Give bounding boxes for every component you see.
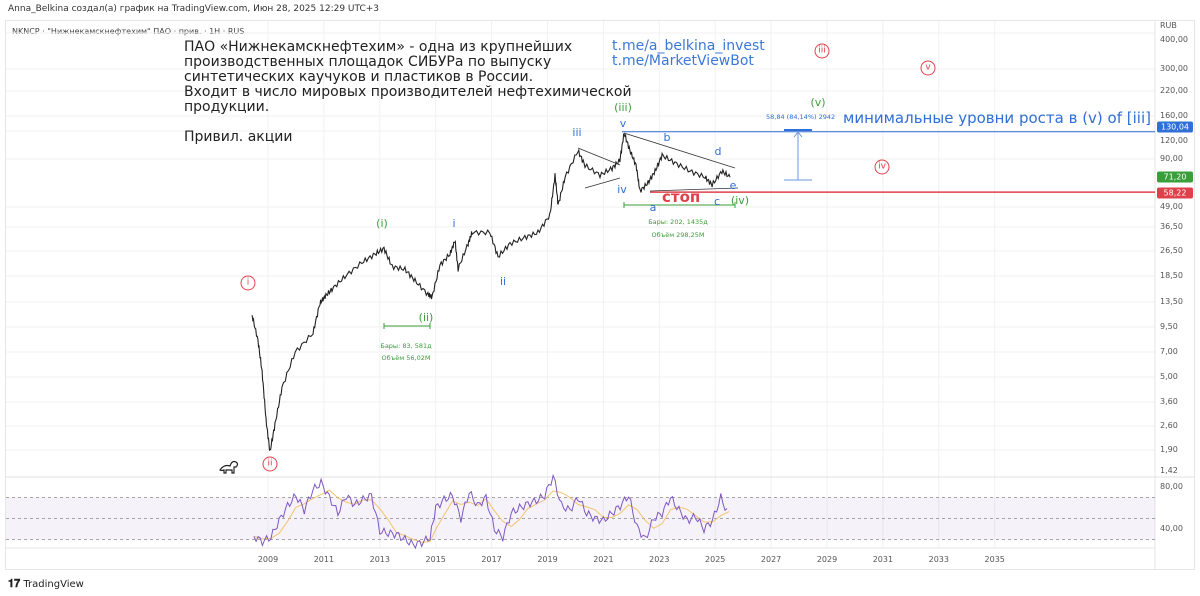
wave-green-v: (v): [810, 96, 826, 109]
range2-volume: Объём 298,25M: [651, 231, 705, 239]
last-price-tag: 71,20: [1157, 171, 1193, 183]
stop-label: стоп: [662, 188, 701, 206]
wave-green-i: (i): [376, 217, 388, 230]
target-note: минимальные уровни роста в (v) of [iii]: [843, 109, 1151, 127]
brand-text: TradingView: [23, 579, 84, 590]
wave-red-iv: iv: [874, 159, 890, 175]
range1-bars: Бары: 83, 581д: [380, 342, 432, 350]
price-tick: 18,50: [1160, 271, 1183, 280]
time-tick: 2031: [872, 555, 894, 564]
time-tick: 2017: [481, 555, 502, 564]
price-tick: 90,00: [1160, 154, 1183, 163]
symbol-legend: NKNCP · "Нижнекамскнефтехим" ПАО · прив.…: [12, 27, 245, 36]
wave-blue-d: d: [714, 145, 722, 158]
price-tick: 220,00: [1160, 86, 1188, 95]
dinosaur-icon: [219, 460, 239, 474]
wave-red-v: v: [920, 60, 936, 76]
target-price-tag: 130,04: [1157, 121, 1193, 133]
price-tick: 1,42: [1160, 466, 1178, 475]
wave-blue-iv: iv: [617, 183, 627, 196]
wave-blue-v: v: [619, 117, 627, 130]
wave-red-ii: ii: [262, 456, 278, 472]
telegram-link-1[interactable]: t.me/a_belkina_invest: [612, 38, 765, 54]
wave-green-iii: (iii): [614, 101, 632, 114]
time-tick: 2019: [537, 555, 558, 564]
rsi-line: [253, 473, 728, 550]
price-tick: 120,00: [1160, 136, 1188, 145]
triangle-trendline: [623, 132, 736, 169]
time-tick: 2021: [593, 555, 614, 564]
time-tick: 2015: [425, 555, 446, 564]
wave-blue-b: b: [663, 131, 671, 144]
price-tick: 400,00: [1160, 35, 1188, 44]
wave-red-i: i: [240, 275, 256, 291]
telegram-link-2[interactable]: t.me/MarketViewBot: [612, 53, 754, 69]
price-tick: 2,60: [1160, 421, 1178, 430]
wave-blue-ii: ii: [499, 275, 507, 288]
wave-blue-iii: iii: [572, 126, 582, 139]
wave-blue-c: c: [713, 195, 721, 208]
rsi-ma-line: [253, 489, 730, 543]
time-tick: 2013: [369, 555, 390, 564]
time-tick: 2033: [928, 555, 949, 564]
time-tick: 2035: [984, 555, 1005, 564]
rsi-tick-40: 40,00: [1160, 524, 1183, 533]
wave-blue-a: a: [649, 201, 657, 214]
wave-red-iii: iii: [814, 43, 830, 59]
price-tick: 7,00: [1160, 347, 1178, 356]
chart-attribution: Anna_Belkina создал(а) график на Trading…: [8, 4, 380, 14]
price-tick: 3,60: [1160, 397, 1178, 406]
price-tick: 26,50: [1160, 246, 1183, 255]
rsi-band: [6, 497, 1155, 540]
price-tick: 49,00: [1160, 202, 1183, 211]
tradingview-logo: 𝟏𝟕 TradingView: [8, 577, 84, 590]
wave-green-iv: (iv): [730, 194, 750, 207]
time-tick: 2029: [816, 555, 838, 564]
triangle-trendline: [584, 177, 621, 189]
wave-green-ii: (ii): [418, 311, 434, 324]
price-tick: 13,50: [1160, 297, 1183, 306]
wave-blue-i: i: [452, 217, 456, 230]
range1-volume: Объём 56,02M: [381, 354, 431, 362]
price-tick: 9,50: [1160, 322, 1178, 331]
chart-frame: [5, 20, 1195, 570]
price-tick: 36,50: [1160, 222, 1183, 231]
price-tick: 160,00: [1160, 111, 1188, 120]
measure-target-label: 58,84 (84,14%) 2942: [766, 113, 836, 121]
triangle-trendline: [649, 187, 739, 192]
time-tick: 2011: [313, 555, 335, 564]
range2-bars: Бары: 202, 1435д: [648, 218, 708, 226]
price-tick: 5,00: [1160, 372, 1178, 381]
time-tick: 2027: [760, 555, 782, 564]
measure-arrowhead: [793, 131, 803, 138]
time-tick: 2025: [705, 555, 726, 564]
time-tick: 2023: [649, 555, 670, 564]
price-series: [251, 133, 731, 452]
currency-label: RUB: [1160, 21, 1177, 30]
stop-price-tag: 58,22: [1157, 187, 1193, 199]
description-note: ПАО «Нижнекамскнефтехим» - одна из крупн…: [184, 39, 632, 145]
wave-blue-e: e: [729, 179, 737, 192]
price-tick: 300,00: [1160, 64, 1188, 73]
time-tick: 2009: [257, 555, 279, 564]
triangle-trendline: [577, 147, 621, 166]
rsi-tick-80: 80,00: [1160, 482, 1183, 491]
price-tick: 1,90: [1160, 445, 1178, 454]
